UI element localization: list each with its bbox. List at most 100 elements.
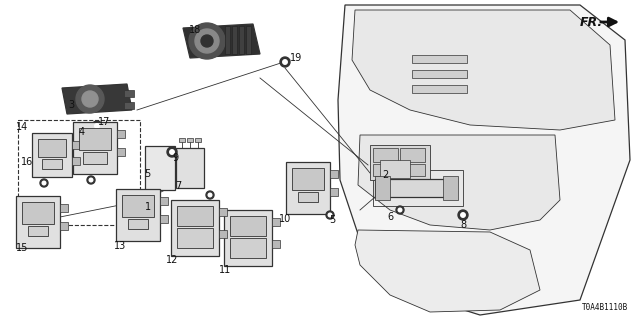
Bar xyxy=(412,55,467,63)
Circle shape xyxy=(95,124,99,128)
Bar xyxy=(16,196,60,248)
Polygon shape xyxy=(338,5,630,315)
Text: 7: 7 xyxy=(175,181,181,191)
Text: 10: 10 xyxy=(279,214,291,224)
Polygon shape xyxy=(355,230,540,312)
Circle shape xyxy=(201,35,213,47)
Bar xyxy=(73,122,117,174)
Text: 5: 5 xyxy=(329,215,335,225)
Bar xyxy=(246,26,251,54)
Text: 14: 14 xyxy=(16,122,28,132)
Bar xyxy=(298,192,318,202)
Circle shape xyxy=(76,85,104,113)
Bar xyxy=(124,90,134,97)
Polygon shape xyxy=(183,24,260,58)
Bar xyxy=(124,102,134,109)
Bar xyxy=(443,176,458,200)
Text: 4: 4 xyxy=(79,127,85,137)
Bar xyxy=(176,148,204,188)
Bar xyxy=(117,148,125,156)
Text: 19: 19 xyxy=(290,53,302,63)
Bar xyxy=(375,176,390,200)
Circle shape xyxy=(87,176,95,184)
Text: 12: 12 xyxy=(166,255,178,265)
Bar xyxy=(373,164,425,176)
Circle shape xyxy=(170,150,174,154)
Bar xyxy=(60,204,68,212)
Bar xyxy=(160,197,168,205)
Bar xyxy=(230,216,266,236)
Bar xyxy=(286,162,330,214)
Circle shape xyxy=(283,60,287,64)
Bar xyxy=(18,120,140,225)
Text: 3: 3 xyxy=(68,100,74,110)
Bar xyxy=(116,189,160,241)
Text: 13: 13 xyxy=(114,241,126,251)
Circle shape xyxy=(280,57,290,67)
Bar xyxy=(272,240,280,248)
Text: 5: 5 xyxy=(144,169,150,179)
Text: 17: 17 xyxy=(98,117,110,127)
Circle shape xyxy=(396,206,404,214)
Circle shape xyxy=(42,181,46,185)
Text: 16: 16 xyxy=(21,157,33,167)
Bar xyxy=(28,226,48,236)
Text: 18: 18 xyxy=(189,25,201,35)
Bar xyxy=(380,160,410,178)
Text: 2: 2 xyxy=(382,170,388,180)
Bar xyxy=(145,146,175,190)
Text: 15: 15 xyxy=(16,243,28,253)
Text: 8: 8 xyxy=(460,220,466,230)
Circle shape xyxy=(189,23,225,59)
Bar xyxy=(330,170,338,178)
Bar xyxy=(83,152,107,164)
Bar xyxy=(272,218,280,226)
Bar xyxy=(22,202,54,224)
Circle shape xyxy=(40,179,48,187)
Bar xyxy=(375,179,455,197)
Bar xyxy=(225,26,230,54)
Bar xyxy=(330,188,338,196)
Bar xyxy=(400,148,425,162)
Bar xyxy=(128,219,148,229)
Bar xyxy=(230,238,266,258)
Bar xyxy=(179,138,185,142)
Bar xyxy=(32,133,72,177)
Circle shape xyxy=(195,29,219,53)
Circle shape xyxy=(458,210,468,220)
Circle shape xyxy=(328,213,332,217)
Bar xyxy=(42,159,62,169)
Bar xyxy=(224,210,272,266)
Bar xyxy=(292,168,324,190)
Polygon shape xyxy=(358,135,560,230)
Circle shape xyxy=(89,178,93,182)
Circle shape xyxy=(461,213,465,217)
Text: FR.: FR. xyxy=(580,15,603,28)
Circle shape xyxy=(398,208,402,212)
Bar xyxy=(187,138,193,142)
Bar xyxy=(239,26,244,54)
Text: 9: 9 xyxy=(172,153,178,163)
Circle shape xyxy=(208,193,212,197)
Bar xyxy=(117,130,125,138)
Bar xyxy=(79,128,111,150)
Bar xyxy=(370,145,430,180)
Text: 1: 1 xyxy=(145,202,151,212)
Bar xyxy=(219,230,227,238)
Bar xyxy=(72,157,80,165)
Circle shape xyxy=(206,191,214,199)
Bar xyxy=(177,206,213,226)
Text: 11: 11 xyxy=(219,265,231,275)
Bar xyxy=(160,215,168,223)
Bar xyxy=(219,208,227,216)
Bar xyxy=(38,139,66,157)
Circle shape xyxy=(326,211,334,219)
Circle shape xyxy=(82,91,98,107)
Text: T0A4B1110B: T0A4B1110B xyxy=(582,303,628,312)
Bar xyxy=(412,85,467,93)
Circle shape xyxy=(92,121,102,131)
Bar xyxy=(373,148,398,162)
Polygon shape xyxy=(62,84,132,114)
Bar xyxy=(232,26,237,54)
Bar xyxy=(60,222,68,230)
